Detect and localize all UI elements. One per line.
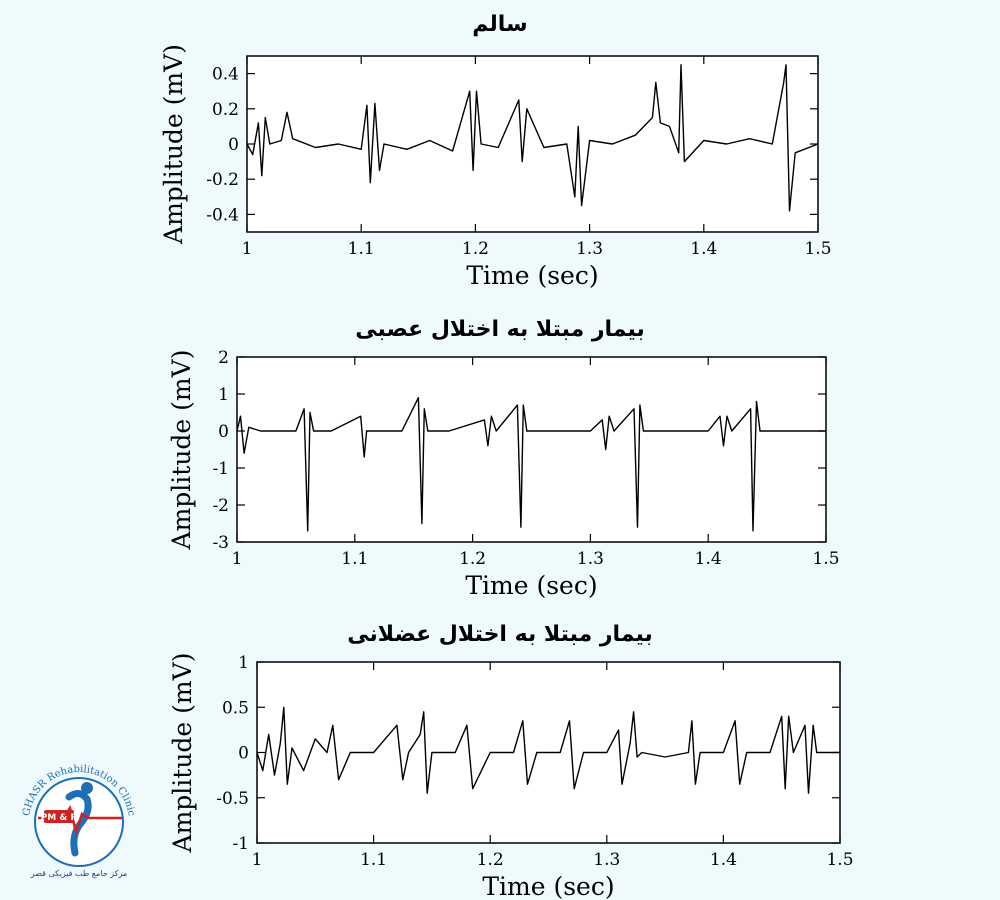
x-axis-title: Time (sec)	[482, 872, 614, 900]
x-axis-title: Time (sec)	[466, 261, 598, 290]
x-tick-label: 1.2	[477, 850, 504, 870]
y-tick-label: 0.5	[222, 698, 249, 718]
x-tick-label: 1.1	[348, 239, 375, 259]
y-tick-label: -3	[212, 533, 229, 553]
x-tick-label: 1.3	[576, 239, 603, 259]
x-tick-label: 1.2	[459, 549, 486, 569]
y-tick-label: -2	[212, 496, 229, 516]
chart-myopathy: 1 1.1 1.2 1.3 1.4 1.5 1 0.5 0 -0.5 -1 Time (sec) Amp…	[168, 653, 854, 900]
x-tick-label: 1.5	[826, 850, 853, 870]
x-tick-label: 1.4	[710, 850, 737, 870]
y-tick-label: 2	[218, 348, 229, 368]
chart-3-title: بیمار مبتلا به اختلال عضلانی	[347, 622, 653, 647]
logo-badge: PM & R	[41, 813, 78, 823]
logo-badge-bg	[44, 810, 74, 823]
x-tick-label: 1.3	[577, 549, 604, 569]
x-axis-title: Time (sec)	[465, 571, 597, 600]
y-tick-label: 0.2	[212, 100, 239, 120]
chart-2-title: بیمار مبتلا به اختلال عصبی	[355, 317, 645, 342]
y-tick-label: -0.2	[206, 170, 239, 190]
y-tick-label: 0	[228, 135, 239, 155]
chart-1-title: سالم	[472, 12, 528, 37]
y-tick-label: -1	[212, 459, 229, 479]
x-tick-label: 1.5	[812, 549, 839, 569]
y-tick-label: 1	[218, 385, 229, 405]
y-tick-label: -1	[232, 834, 249, 854]
y-axis-title: Amplitude (mV)	[167, 350, 196, 551]
x-tick-label: 1.4	[695, 549, 722, 569]
y-tick-label: 0	[238, 744, 249, 764]
signal-line-neuropathy	[236, 396, 826, 532]
y-axis-title: Amplitude (mV)	[159, 44, 188, 245]
x-tick-label: 1.4	[690, 239, 717, 259]
x-tick-label: 1.1	[341, 549, 368, 569]
chart-neuropathy: 1 1.1 1.2 1.3 1.4 1.5 2 1 0 -1 -2 -3 Time (sec) Ampli…	[167, 348, 840, 600]
x-tick-label: 1	[242, 239, 253, 259]
x-tick-label: 1	[232, 549, 243, 569]
plot-frame-healthy	[246, 55, 819, 233]
signal-line-myopathy	[256, 706, 840, 794]
logo-subtitle: مرکز جامع طب فیزیکی قصر	[30, 869, 127, 878]
y-tick-label: -0.4	[206, 205, 239, 225]
logo-figure-head	[81, 782, 93, 794]
y-tick-label: 0.4	[212, 65, 239, 85]
signal-line-healthy	[246, 64, 819, 212]
y-axis-title: Amplitude (mV)	[168, 653, 197, 854]
plot-frame-neuropathy	[236, 356, 827, 543]
logo-figure	[65, 790, 92, 857]
x-tick-label: 1.5	[804, 239, 831, 259]
x-tick-label: 1.2	[462, 239, 489, 259]
y-tick-label: 0	[218, 422, 229, 442]
x-tick-label: 1.3	[593, 850, 620, 870]
chart-healthy: 1 1.1 1.2 1.3 1.4 1.5 0.4 0.2 0 -0.2 -0.4 Time (sec…	[159, 44, 832, 290]
x-tick-label: 1	[252, 850, 263, 870]
x-tick-label: 1.1	[360, 850, 387, 870]
y-tick-label: -0.5	[216, 789, 249, 809]
y-tick-label: 1	[238, 653, 249, 673]
clinic-logo: GHASR Rehabilitation Clinic PM & R مرکز …	[21, 764, 136, 878]
